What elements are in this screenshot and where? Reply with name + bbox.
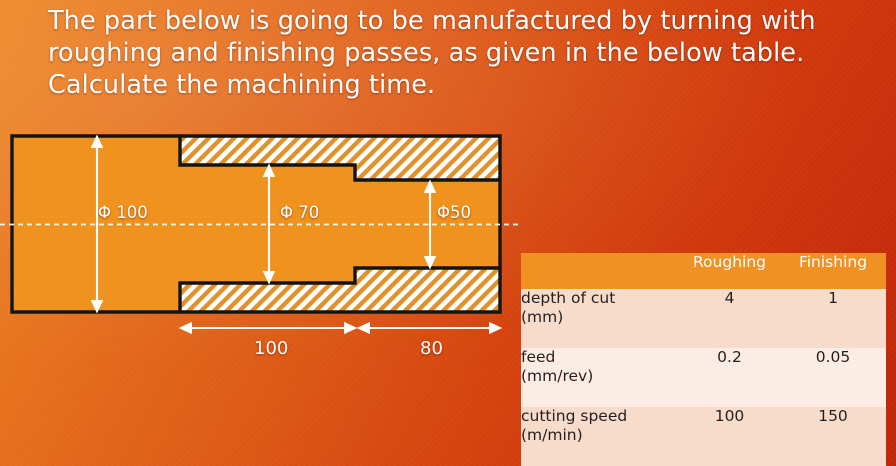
table-header-row: Roughing Finishing: [521, 253, 886, 289]
diameter-dimension-arrows: [90, 134, 437, 314]
row-label-cutting-speed: cutting speed (m/min): [521, 407, 679, 466]
phi-50-label: Φ50: [437, 203, 471, 222]
cell-depth-of-cut-roughing: 4: [724, 289, 735, 307]
column-header-roughing: Roughing: [679, 253, 780, 289]
cutting-parameters-table: Roughing Finishing depth of cut (mm) 4 1…: [521, 253, 886, 466]
column-header-finishing: Finishing: [780, 253, 886, 289]
column-header-parameter: [521, 253, 679, 289]
phi-70-label: Φ 70: [280, 203, 320, 222]
cell-cutting-speed-roughing: 100: [714, 407, 745, 425]
row-parameter-unit: (m/min): [521, 426, 583, 444]
table-row: cutting speed (m/min) 100 150: [521, 407, 886, 466]
row-label-feed: feed (mm/rev): [521, 348, 679, 407]
row-parameter-name: cutting speed: [521, 407, 628, 425]
phi-100-label: Φ 100: [98, 203, 148, 222]
stock-hatched-region: [180, 137, 500, 311]
table-row: feed (mm/rev) 0.2 0.05: [521, 348, 886, 407]
length-dimension-arrows: [178, 321, 503, 335]
cell-depth-of-cut-finishing: 1: [828, 289, 838, 307]
row-parameter-name: depth of cut: [521, 289, 616, 307]
length-80-label: 80: [420, 338, 443, 359]
table-row: depth of cut (mm) 4 1: [521, 289, 886, 348]
row-label-depth-of-cut: depth of cut (mm): [521, 289, 679, 348]
row-parameter-unit: (mm/rev): [521, 367, 594, 385]
row-parameter-name: feed: [521, 348, 556, 366]
cell-feed-roughing: 0.2: [717, 348, 742, 366]
row-parameter-unit: (mm): [521, 308, 564, 326]
length-100-label: 100: [254, 338, 289, 359]
page-title: The part below is going to be manufactur…: [48, 6, 824, 100]
cell-cutting-speed-finishing: 150: [818, 407, 848, 425]
cell-feed-finishing: 0.05: [815, 348, 851, 366]
part-drawing: Φ 100 Φ 70 Φ50 100 80: [0, 0, 520, 370]
part-outline: [10, 134, 502, 314]
